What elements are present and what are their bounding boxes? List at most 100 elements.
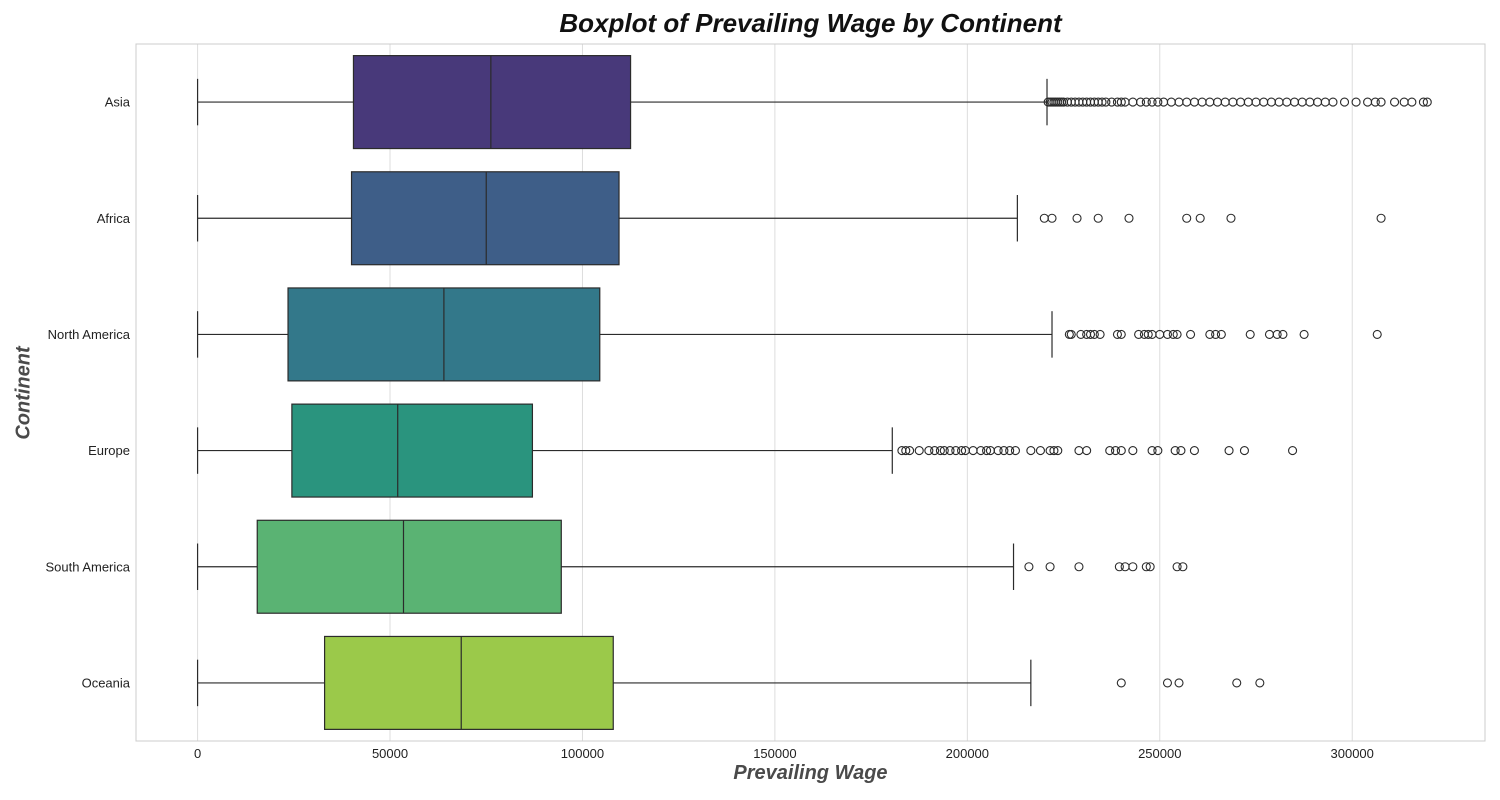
outlier-point <box>939 446 949 456</box>
x-tick-label: 250000 <box>1138 746 1181 761</box>
outlier-point <box>1289 97 1300 107</box>
outlier-point <box>1282 97 1292 107</box>
box-group <box>196 635 1265 730</box>
outlier-point <box>1186 329 1196 339</box>
outlier-point <box>1189 97 1199 107</box>
outlier-point <box>905 446 915 456</box>
outlier-point <box>1162 678 1173 688</box>
gridlines <box>197 44 1353 741</box>
outlier-point <box>1376 213 1386 223</box>
box-group <box>196 403 1298 498</box>
outlier-point <box>1097 97 1107 107</box>
outlier-point <box>993 446 1003 456</box>
outlier-point <box>1224 446 1234 456</box>
outlier-point <box>968 446 978 456</box>
outlier-point <box>1264 329 1275 339</box>
outlier-point <box>1047 213 1057 223</box>
outlier-point <box>1064 329 1074 339</box>
outlier-point <box>1143 329 1153 339</box>
boxes <box>196 55 1432 730</box>
x-axis-label: Prevailing Wage <box>733 762 888 784</box>
outlier-point <box>1174 97 1184 107</box>
outlier-point <box>1166 97 1176 107</box>
outlier-point <box>1189 446 1199 456</box>
outlier-point <box>1162 329 1173 339</box>
outlier-point <box>1159 97 1169 107</box>
outlier-point <box>1168 329 1178 339</box>
outlier-point <box>1195 213 1205 223</box>
outlier-point <box>1182 213 1192 223</box>
outlier-point <box>1220 97 1230 107</box>
outlier-point <box>1232 678 1242 688</box>
outlier-point <box>1128 446 1138 456</box>
box-iqr <box>352 55 632 150</box>
box-iqr <box>256 519 562 614</box>
outlier-point <box>1320 97 1330 107</box>
outlier-point <box>1005 446 1015 456</box>
outlier-point <box>1045 562 1055 572</box>
outlier-point <box>1211 329 1221 339</box>
outlier-point <box>1363 97 1373 107</box>
outlier-point <box>924 446 934 456</box>
outlier-point <box>1205 329 1215 339</box>
outlier-point <box>1172 562 1182 572</box>
outlier-point <box>901 446 911 456</box>
outlier-point <box>1147 446 1157 456</box>
outlier-point <box>1110 446 1121 456</box>
outlier-point <box>1299 329 1309 339</box>
x-tick-label: 200000 <box>946 746 989 761</box>
outlier-point <box>1085 329 1096 339</box>
outlier-point <box>1236 97 1246 107</box>
y-tick-label: Asia <box>105 95 131 110</box>
chart-title: Boxplot of Prevailing Wage by Continent <box>559 8 1062 38</box>
axis-ticks: 0 50000 100000 150000 200000 250000 300000 Asia… <box>45 95 1373 761</box>
outlier-point <box>1112 329 1122 339</box>
outlier-point <box>1153 97 1163 107</box>
outlier-point <box>1351 97 1361 107</box>
outlier-point <box>1259 97 1269 107</box>
outlier-point <box>1116 446 1126 456</box>
outlier-point <box>1339 97 1350 107</box>
outlier-point <box>1128 562 1138 572</box>
outlier-point <box>1372 329 1382 339</box>
x-tick-label: 300000 <box>1331 746 1374 761</box>
outlier-point <box>1418 97 1428 107</box>
outlier-point <box>1074 562 1084 572</box>
outlier-point <box>1182 97 1192 107</box>
outlier-point <box>1297 97 1307 107</box>
y-tick-label: South America <box>45 559 130 574</box>
outlier-point <box>1010 446 1020 456</box>
box-group <box>196 171 1386 266</box>
outlier-point <box>976 446 986 456</box>
outlier-point <box>1251 97 1261 107</box>
outlier-point <box>1024 562 1034 572</box>
outlier-point <box>1114 562 1124 572</box>
outlier-point <box>1399 97 1409 107</box>
outlier-point <box>1313 97 1323 107</box>
outlier-point <box>1278 329 1288 339</box>
box-iqr <box>291 403 534 498</box>
box-iqr <box>323 635 614 730</box>
box-group <box>196 519 1188 614</box>
outlier-point <box>1134 329 1144 339</box>
outlier-point <box>914 446 924 456</box>
outlier-point <box>1370 97 1380 107</box>
outlier-point <box>1095 329 1105 339</box>
outlier-point <box>1053 446 1063 456</box>
outlier-point <box>945 446 955 456</box>
outlier-point <box>1228 97 1238 107</box>
outlier-point <box>1288 446 1298 456</box>
outlier-point <box>1120 562 1130 572</box>
outlier-point <box>1135 97 1146 107</box>
outlier-point <box>1216 329 1226 339</box>
y-tick-label: Africa <box>97 211 131 226</box>
x-tick-label: 150000 <box>753 746 796 761</box>
outlier-point <box>1266 97 1276 107</box>
box-group <box>196 287 1382 382</box>
outlier-point <box>1089 329 1099 339</box>
outlier-point <box>1105 446 1115 456</box>
outlier-point <box>1116 678 1126 688</box>
outlier-point <box>1145 562 1155 572</box>
outlier-point <box>1066 329 1076 339</box>
